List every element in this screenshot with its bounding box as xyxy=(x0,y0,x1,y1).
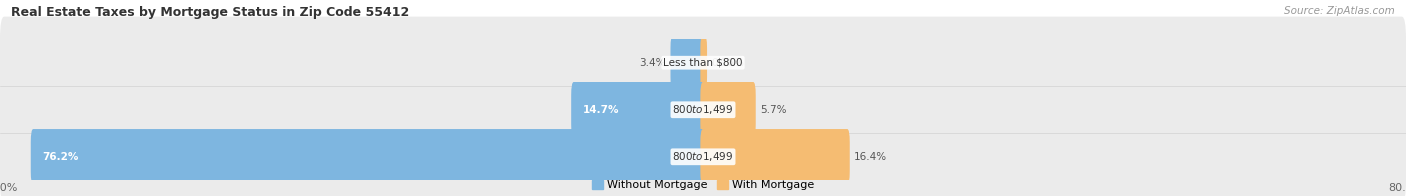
FancyBboxPatch shape xyxy=(700,82,756,138)
FancyBboxPatch shape xyxy=(0,111,1406,196)
Text: 14.7%: 14.7% xyxy=(582,105,619,115)
Text: Real Estate Taxes by Mortgage Status in Zip Code 55412: Real Estate Taxes by Mortgage Status in … xyxy=(11,6,409,19)
Text: 16.4%: 16.4% xyxy=(855,152,887,162)
FancyBboxPatch shape xyxy=(571,82,706,138)
Legend: Without Mortgage, With Mortgage: Without Mortgage, With Mortgage xyxy=(592,180,814,191)
Text: 0.16%: 0.16% xyxy=(711,58,744,68)
Text: 3.4%: 3.4% xyxy=(640,58,666,68)
Text: 76.2%: 76.2% xyxy=(42,152,79,162)
Text: 5.7%: 5.7% xyxy=(761,105,786,115)
FancyBboxPatch shape xyxy=(0,17,1406,109)
FancyBboxPatch shape xyxy=(700,35,707,91)
FancyBboxPatch shape xyxy=(31,129,706,185)
Text: Source: ZipAtlas.com: Source: ZipAtlas.com xyxy=(1284,6,1395,16)
Text: Less than $800: Less than $800 xyxy=(664,58,742,68)
FancyBboxPatch shape xyxy=(700,129,849,185)
FancyBboxPatch shape xyxy=(0,64,1406,156)
Text: $800 to $1,499: $800 to $1,499 xyxy=(672,103,734,116)
Text: $800 to $1,499: $800 to $1,499 xyxy=(672,150,734,163)
FancyBboxPatch shape xyxy=(671,35,706,91)
